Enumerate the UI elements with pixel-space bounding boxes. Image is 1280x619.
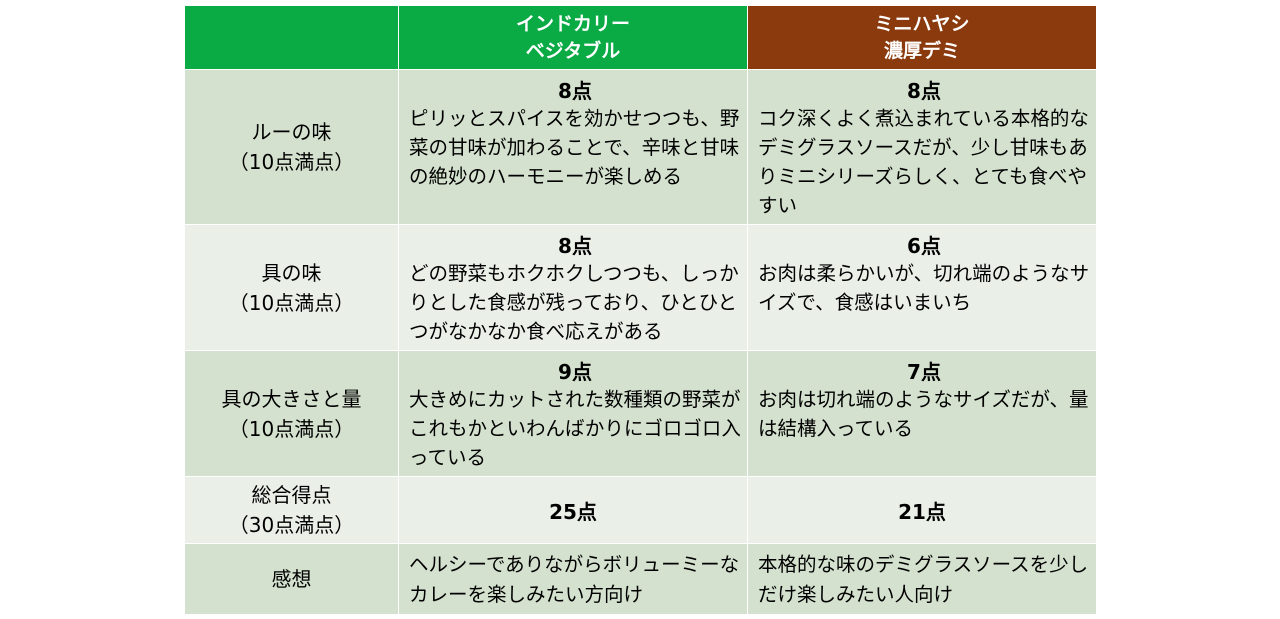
product-b-cell: 8点 コク深くよく煮込まれている本格的なデミグラスソースだが、少し甘味もありミニ… — [747, 69, 1097, 225]
row-label-scale: （30点満点） — [228, 513, 355, 537]
product-a-impression: ヘルシーでありながらボリューミーなカレーを楽しみたい方向け — [398, 543, 748, 615]
score: 9点 — [558, 360, 592, 384]
product-a-cell: 8点 ピリッとスパイスを効かせつつも、野菜の甘味が加わることで、辛味と甘味の絶妙… — [398, 69, 748, 225]
comment: お肉は柔らかいが、切れ端のようなサイズで、食感はいまいち — [758, 262, 1090, 314]
header-product-a: インドカリー ベジタブル — [398, 5, 748, 70]
product-a-cell: 8点 どの野菜もホクホクしつつも、しっかりとした食感が残っており、ひとひとつがな… — [398, 224, 748, 351]
row-ingredient-taste: 具の味 （10点満点） 8点 どの野菜もホクホクしつつも、しっかりとした食感が残… — [184, 224, 1097, 351]
row-label-scale: （10点満点） — [228, 290, 355, 315]
product-b-name-line1: ミニハヤシ — [874, 12, 970, 35]
product-b-cell: 6点 お肉は柔らかいが、切れ端のようなサイズで、食感はいまいち — [747, 224, 1097, 351]
row-label-title: ルーの味 — [251, 120, 332, 144]
score: 8点 — [558, 79, 592, 103]
comment: お肉は切れ端のようなサイズだが、量は結構入っている — [758, 388, 1089, 440]
row-roux-taste: ルーの味 （10点満点） 8点 ピリッとスパイスを効かせつつも、野菜の甘味が加わ… — [184, 69, 1097, 225]
product-a-cell: 9点 大きめにカットされた数種類の野菜がこれもかといわんばかりにゴロゴロ入ってい… — [398, 350, 748, 477]
row-total-score: 総合得点 （30点満点） 25点 21点 — [184, 476, 1097, 544]
product-b-cell: 7点 お肉は切れ端のようなサイズだが、量は結構入っている — [747, 350, 1097, 477]
product-b-name-line2: 濃厚デミ — [883, 39, 960, 62]
product-b-total: 21点 — [747, 476, 1097, 544]
header-row: インドカリー ベジタブル ミニハヤシ 濃厚デミ — [184, 5, 1097, 70]
row-label: 具の味 （10点満点） — [184, 224, 399, 351]
row-label: ルーの味 （10点満点） — [184, 69, 399, 225]
comment: ピリッとスパイスを効かせつつも、野菜の甘味が加わることで、辛味と甘味の絶妙のハー… — [409, 107, 740, 188]
comment: コク深くよく煮込まれている本格的なデミグラスソースだが、少し甘味もありミニシリー… — [758, 107, 1089, 217]
row-label-title: 感想 — [271, 567, 312, 591]
row-label: 具の大きさと量 （10点満点） — [184, 350, 399, 477]
header-blank-cell — [184, 5, 399, 70]
score: 6点 — [907, 234, 941, 258]
row-label: 感想 — [184, 543, 399, 615]
row-impression: 感想 ヘルシーでありながらボリューミーなカレーを楽しみたい方向け 本格的な味のデ… — [184, 543, 1097, 615]
comparison-table: インドカリー ベジタブル ミニハヤシ 濃厚デミ ルーの味 （10点満点） 8点 … — [184, 5, 1097, 615]
row-label-scale: （10点満点） — [228, 150, 355, 174]
score: 7点 — [907, 360, 941, 384]
product-b-impression: 本格的な味のデミグラスソースを少しだけ楽しみたい人向け — [747, 543, 1097, 615]
score: 8点 — [907, 79, 941, 103]
header-product-b: ミニハヤシ 濃厚デミ — [747, 5, 1097, 70]
row-label-title: 具の大きさと量 — [221, 386, 362, 411]
product-a-name-line2: ベジタブル — [525, 39, 621, 62]
comment: どの野菜もホクホクしつつも、しっかりとした食感が残っており、ひとひとつがなかなか… — [409, 262, 739, 343]
row-label-scale: （10点満点） — [228, 416, 355, 441]
comment: 大きめにカットされた数種類の野菜がこれもかといわんばかりにゴロゴロ入っている — [409, 388, 741, 469]
product-a-total: 25点 — [398, 476, 748, 544]
product-a-name-line1: インドカリー — [515, 12, 630, 35]
row-label-title: 具の味 — [261, 260, 322, 285]
row-label: 総合得点 （30点満点） — [184, 476, 399, 544]
row-ingredient-size: 具の大きさと量 （10点満点） 9点 大きめにカットされた数種類の野菜がこれもか… — [184, 350, 1097, 477]
row-label-title: 総合得点 — [251, 483, 332, 507]
score: 8点 — [558, 234, 592, 258]
